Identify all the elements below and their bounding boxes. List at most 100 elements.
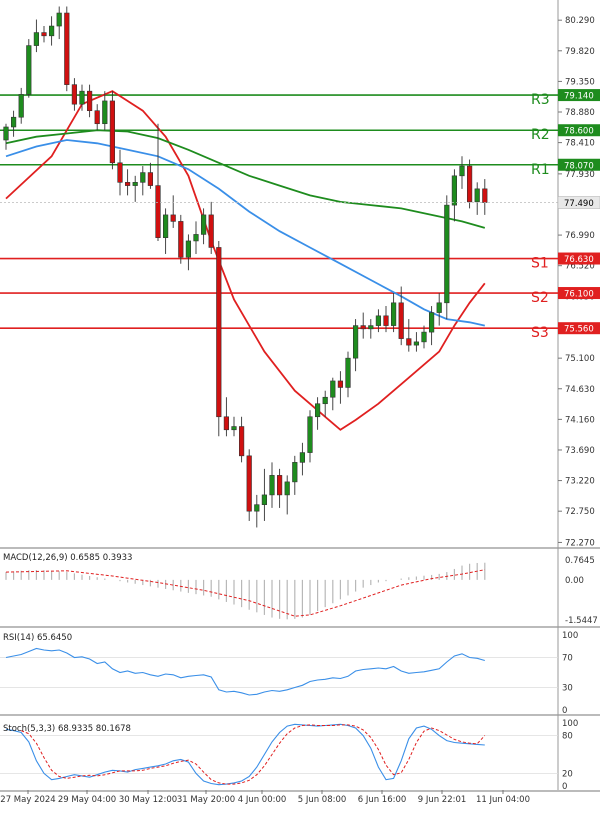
candle-body [413, 341, 420, 346]
time-label: 11 Jun 04:00 [476, 795, 530, 805]
stoch-header: Stoch(5,3,3) 68.9335 80.1678 [3, 724, 131, 734]
candle-body [117, 162, 123, 183]
candle-body [299, 452, 306, 463]
candle-body [79, 90, 85, 105]
candle-body [474, 188, 480, 203]
candle-body [466, 165, 473, 203]
level-price-label-s2: 76.100 [564, 290, 594, 300]
stoch-tick-label: 20 [562, 769, 573, 779]
price-tick-label: 73.220 [565, 477, 595, 487]
candle-body [254, 504, 260, 512]
time-label: 27 May 2024 [0, 795, 55, 805]
price-tick-label: 79.350 [565, 77, 595, 87]
rsi-panel: 100 70 30 0 [0, 631, 578, 716]
candle-body [163, 214, 169, 238]
candle-body [444, 204, 450, 304]
time-axis: 27 May 2024 29 May 04:00 30 May 12:00 31 Ma… [0, 790, 530, 805]
candle-body [352, 325, 359, 359]
candle-body [33, 32, 39, 46]
price-tick-label: 75.100 [565, 354, 595, 364]
candle-body [64, 12, 70, 85]
candle-body [482, 188, 488, 203]
candle-body [436, 302, 442, 313]
candle-body [185, 240, 192, 258]
level-price-tag-r2 [558, 124, 600, 137]
price-tick-label: 74.630 [565, 385, 595, 395]
candle-body [18, 94, 24, 118]
level-name-s1: S1 [531, 256, 549, 272]
current-price-tag [557, 196, 600, 209]
candle-body [383, 315, 389, 326]
candle-body [276, 475, 283, 496]
time-label: 6 Jun 16:00 [358, 795, 407, 805]
candle-body [314, 403, 321, 418]
stoch-tick-label: 0 [562, 782, 567, 792]
candle-body [140, 172, 146, 183]
macd-tick-label: 0.7645 [565, 556, 595, 566]
moving-average-line-1 [5, 90, 486, 431]
candle-body [421, 331, 427, 343]
candle-body [3, 126, 9, 141]
price-tick-label: 72.270 [565, 538, 595, 548]
candle-body [56, 12, 62, 27]
candle-body [330, 380, 336, 398]
current-price-label: 77.490 [564, 199, 594, 209]
moving-average-line-3 [5, 139, 485, 327]
stochastic-panel: 100 80 20 0 [0, 719, 578, 792]
price-tick-label: 80.290 [565, 16, 595, 26]
time-label: 29 May 04:00 [58, 795, 116, 805]
candle-body [48, 25, 55, 37]
candle-body [208, 214, 214, 248]
candle-body [345, 357, 351, 388]
candle-body [459, 165, 465, 177]
price-tick-label: 73.690 [565, 446, 595, 456]
level-price-tag-s3 [558, 322, 600, 335]
level-name-s2: S2 [531, 290, 549, 306]
candle-body [246, 455, 252, 512]
candle-body [398, 302, 404, 339]
time-label: 4 Jun 00:00 [238, 795, 287, 805]
candle-body [94, 110, 100, 125]
candle-body [451, 175, 458, 206]
stoch-d-line [21, 724, 486, 785]
candle-body [390, 302, 397, 326]
candle-body [11, 116, 17, 128]
candle-body [155, 185, 161, 238]
candle-body [428, 312, 435, 333]
candle-body [147, 172, 154, 186]
candle-body [193, 234, 199, 242]
candle-body [109, 100, 115, 164]
rsi-tick-label: 30 [562, 684, 573, 694]
time-label: 5 Jun 08:00 [298, 795, 347, 805]
candle-body [178, 221, 184, 258]
price-tick-label: 76.990 [565, 231, 595, 241]
candle-body [261, 494, 268, 505]
candle-body [292, 462, 298, 483]
stoch-tick-label: 80 [562, 732, 573, 742]
price-tick-label: 72.750 [565, 507, 595, 517]
candle-body [216, 247, 222, 418]
candle-body [201, 214, 207, 235]
time-label: 9 Jun 22:01 [418, 795, 467, 805]
price-tick-label: 78.410 [565, 139, 595, 149]
rsi-tick-label: 0 [562, 706, 567, 716]
level-price-label-s3: 75.560 [564, 325, 594, 335]
level-name-s3: S3 [531, 325, 549, 341]
stoch-tick-label: 100 [562, 719, 578, 729]
macd-tick-label: -1.5447 [565, 616, 598, 626]
candle-body [132, 182, 138, 186]
level-price-tag-r1 [558, 158, 600, 171]
price-tick-label: 76.520 [565, 262, 595, 272]
rsi-tick-label: 70 [562, 654, 573, 664]
level-price-tag-r3 [558, 89, 600, 102]
time-label: 31 May 20:00 [177, 795, 235, 805]
candle-body [322, 396, 328, 405]
level-name-r2: R2 [531, 127, 550, 143]
main-price-panel: 80.290 79.820 79.350 78.880 78.410 77.930 77.4… [0, 6, 600, 548]
candle-body [87, 90, 93, 112]
candle-body [307, 416, 313, 453]
candle-body [337, 380, 344, 388]
